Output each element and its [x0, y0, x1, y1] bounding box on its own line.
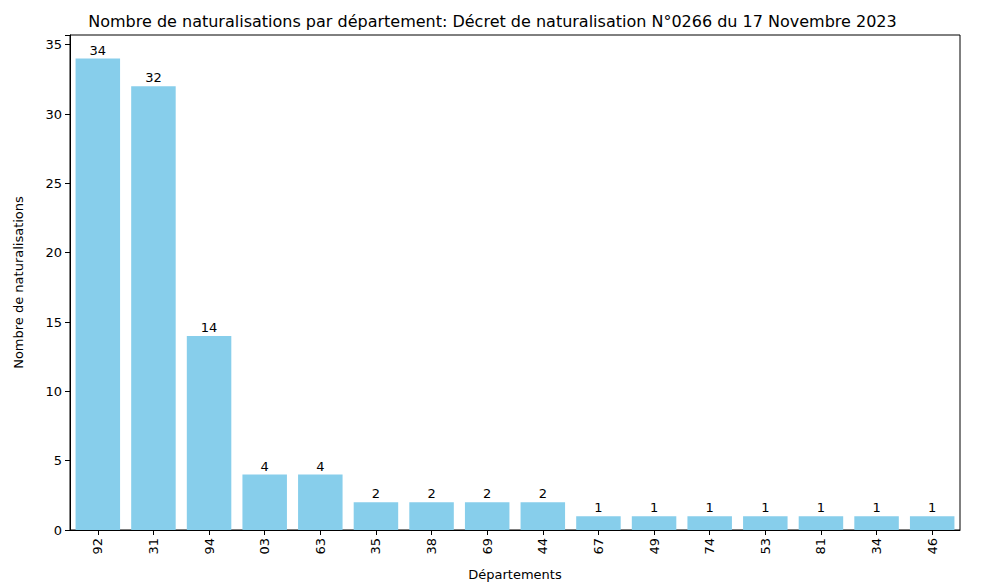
svg-text:81: 81: [813, 538, 828, 555]
svg-text:31: 31: [146, 538, 161, 555]
svg-text:25: 25: [45, 176, 62, 191]
svg-text:2: 2: [427, 486, 435, 501]
svg-text:34: 34: [90, 43, 107, 58]
svg-text:32: 32: [145, 70, 162, 85]
svg-text:1: 1: [650, 500, 658, 515]
svg-text:63: 63: [313, 538, 328, 555]
svg-text:35: 35: [45, 37, 62, 52]
svg-text:1: 1: [761, 500, 769, 515]
svg-text:1: 1: [928, 500, 936, 515]
svg-text:2: 2: [483, 486, 491, 501]
svg-text:94: 94: [202, 538, 217, 555]
svg-text:67: 67: [591, 538, 606, 555]
svg-text:2: 2: [539, 486, 547, 501]
svg-text:5: 5: [54, 453, 62, 468]
svg-text:1: 1: [817, 500, 825, 515]
svg-text:34: 34: [869, 538, 884, 555]
svg-text:Nombre de naturalisations: Nombre de naturalisations: [11, 196, 26, 369]
svg-text:14: 14: [201, 320, 218, 335]
svg-text:1: 1: [594, 500, 602, 515]
svg-text:53: 53: [758, 538, 773, 555]
svg-text:38: 38: [424, 538, 439, 555]
svg-text:49: 49: [647, 538, 662, 555]
svg-text:35: 35: [368, 538, 383, 555]
svg-text:46: 46: [925, 538, 940, 555]
svg-text:92: 92: [90, 538, 105, 555]
svg-text:2: 2: [372, 486, 380, 501]
svg-text:0: 0: [54, 523, 62, 538]
svg-text:44: 44: [535, 538, 550, 555]
svg-text:1: 1: [706, 500, 714, 515]
svg-text:Nombre de naturalisations par: Nombre de naturalisations par départemen…: [88, 12, 896, 31]
svg-text:4: 4: [261, 459, 269, 474]
svg-text:03: 03: [257, 538, 272, 555]
svg-text:15: 15: [45, 315, 62, 330]
svg-text:20: 20: [45, 245, 62, 260]
svg-text:10: 10: [45, 384, 62, 399]
svg-text:1: 1: [872, 500, 880, 515]
svg-text:Départements: Départements: [468, 567, 562, 582]
svg-text:74: 74: [702, 538, 717, 555]
svg-text:30: 30: [45, 107, 62, 122]
svg-text:69: 69: [480, 538, 495, 555]
svg-text:4: 4: [316, 459, 324, 474]
